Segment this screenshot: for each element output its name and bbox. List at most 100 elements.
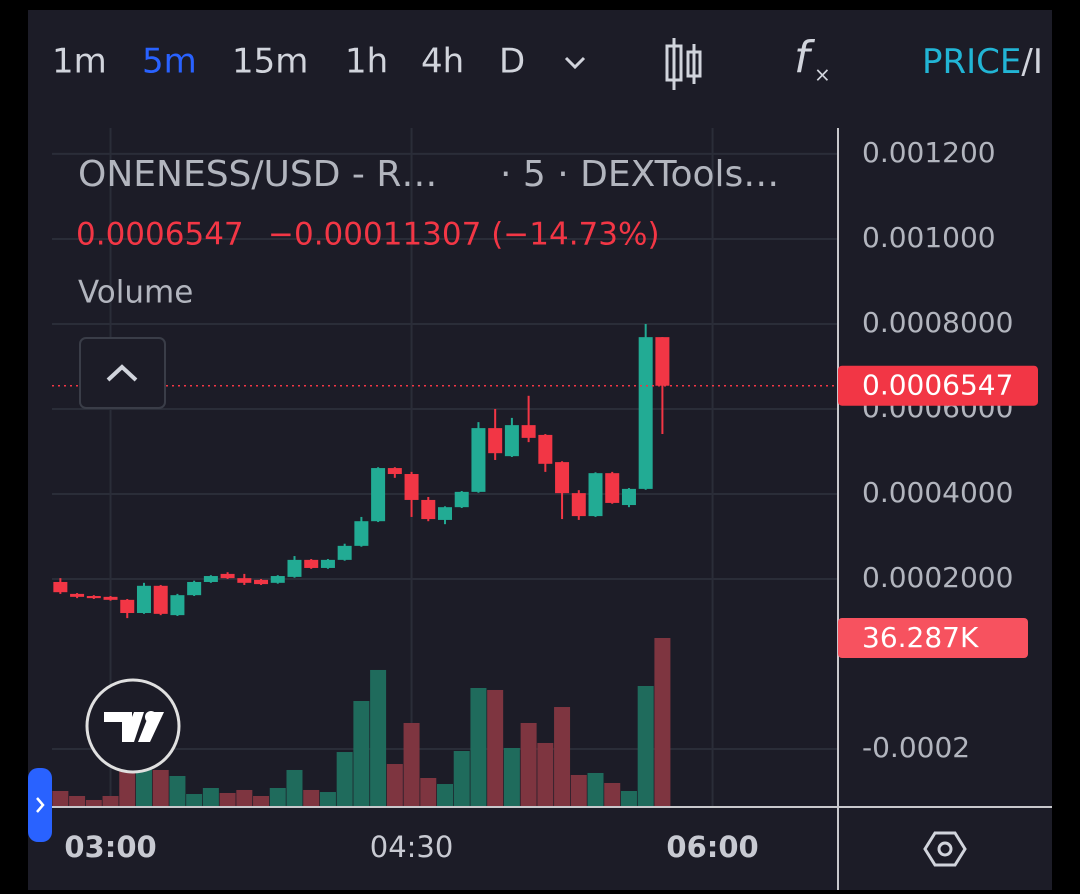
volume-bar [420, 777, 437, 806]
candle-body [471, 428, 486, 492]
y-tick-label: 0.0004000 [862, 476, 1013, 509]
volume-bar [269, 787, 286, 806]
last-price-label-box [838, 365, 1038, 406]
volume-bar [303, 789, 320, 806]
volume-bar [119, 769, 136, 806]
y-tick-label: -0.0002 [862, 731, 970, 764]
volume-bar [453, 750, 470, 806]
tradingview-logo[interactable] [85, 678, 181, 774]
volume-bar [604, 782, 621, 806]
volume-bar [620, 790, 637, 806]
candle-body [488, 428, 503, 454]
x-tick-label: 03:00 [64, 830, 156, 864]
last-price-label: 0.0006547 [862, 369, 1013, 402]
candle-body [120, 599, 135, 614]
interval-button[interactable]: 1m [52, 42, 107, 82]
volume-label: 36.287K [862, 621, 979, 654]
candle-body [170, 595, 185, 616]
interval-button[interactable]: 5m [142, 42, 197, 82]
svg-text:×: × [814, 63, 831, 87]
candle-body [655, 337, 670, 386]
volume-bar [69, 795, 86, 806]
candle-body [588, 473, 603, 517]
volume-bar [253, 795, 270, 806]
candle-body [86, 596, 101, 599]
candle-body [220, 573, 235, 579]
volume-bar [202, 787, 219, 806]
chart-type-button[interactable] [665, 38, 702, 90]
volume-bar [370, 669, 387, 806]
chart-title: ONENESS/USD - R… [78, 154, 437, 195]
volume-bar [520, 722, 537, 806]
volume-bar [353, 700, 370, 806]
volume-label-box [838, 618, 1028, 658]
candle-body [387, 468, 402, 475]
candle-body [53, 581, 68, 593]
candle-body [70, 593, 85, 597]
volume-bar [186, 794, 203, 806]
candle-body [287, 559, 302, 577]
interval-button[interactable]: D [499, 42, 525, 82]
volume-bar [52, 790, 69, 806]
candle-body [203, 576, 218, 582]
collapse-button[interactable] [79, 337, 166, 409]
interval-button[interactable]: 1h [345, 42, 388, 82]
interval-button[interactable]: 4h [421, 42, 464, 82]
candle-body [454, 491, 469, 508]
candle-body [136, 585, 151, 614]
volume-bar [587, 772, 604, 806]
volume-bar [386, 764, 403, 806]
volume-bar [85, 799, 102, 806]
indicator-name: Volume [78, 275, 193, 311]
volume-bar [487, 689, 504, 806]
y-tick-label: 0.0002000 [862, 561, 1013, 594]
chart-subtitle: · 5 · DEXTools… [500, 154, 779, 195]
grid [52, 128, 838, 806]
candle-body [521, 425, 536, 438]
candle-body [605, 473, 620, 503]
candle-body [371, 468, 386, 522]
candle-body [187, 581, 202, 596]
candle-body [555, 462, 570, 494]
x-tick-label: 06:00 [666, 830, 758, 864]
volume-bar [537, 742, 554, 806]
candle-body [421, 499, 436, 520]
volume-bar [570, 774, 587, 806]
price-scale-mode[interactable]: PRICE/I [922, 42, 1043, 82]
volume-bar [169, 775, 186, 806]
candle-body [254, 579, 269, 585]
volume-bar [470, 687, 487, 806]
candle-body [538, 434, 553, 464]
candle-body [571, 493, 586, 517]
candle-body [320, 559, 335, 568]
interval-button[interactable]: 15m [232, 42, 308, 82]
settings-button[interactable] [923, 831, 967, 867]
candle-body [638, 337, 653, 489]
y-tick-label: 0.0008000 [862, 306, 1013, 339]
candle-body [404, 474, 419, 500]
price-change: −0.00011307 (−14.73%) [268, 217, 660, 253]
candle-body [504, 425, 519, 457]
volume-bar [286, 769, 303, 806]
volume-bar [654, 638, 671, 806]
volume-bar [319, 792, 336, 806]
volume-bar [554, 707, 571, 806]
plot [52, 323, 838, 806]
interval-dropdown[interactable] [564, 56, 586, 70]
volume-bar [503, 747, 520, 806]
volume-bar [152, 769, 169, 806]
candle-body [304, 559, 319, 568]
volume-bar [336, 752, 353, 806]
candle-body [153, 585, 168, 614]
toolbar: f × PRICE/I 1m 5m 15m 1h 4h D [52, 32, 1043, 90]
candle-body [438, 507, 452, 520]
candle-body [621, 488, 636, 506]
volume-bar [403, 722, 420, 806]
candle-body [237, 578, 252, 583]
y-tick-label: 0.001200 [862, 136, 996, 169]
volume-bar [437, 784, 453, 806]
volume-bar [637, 685, 654, 806]
side-panel-tab[interactable] [28, 768, 52, 842]
